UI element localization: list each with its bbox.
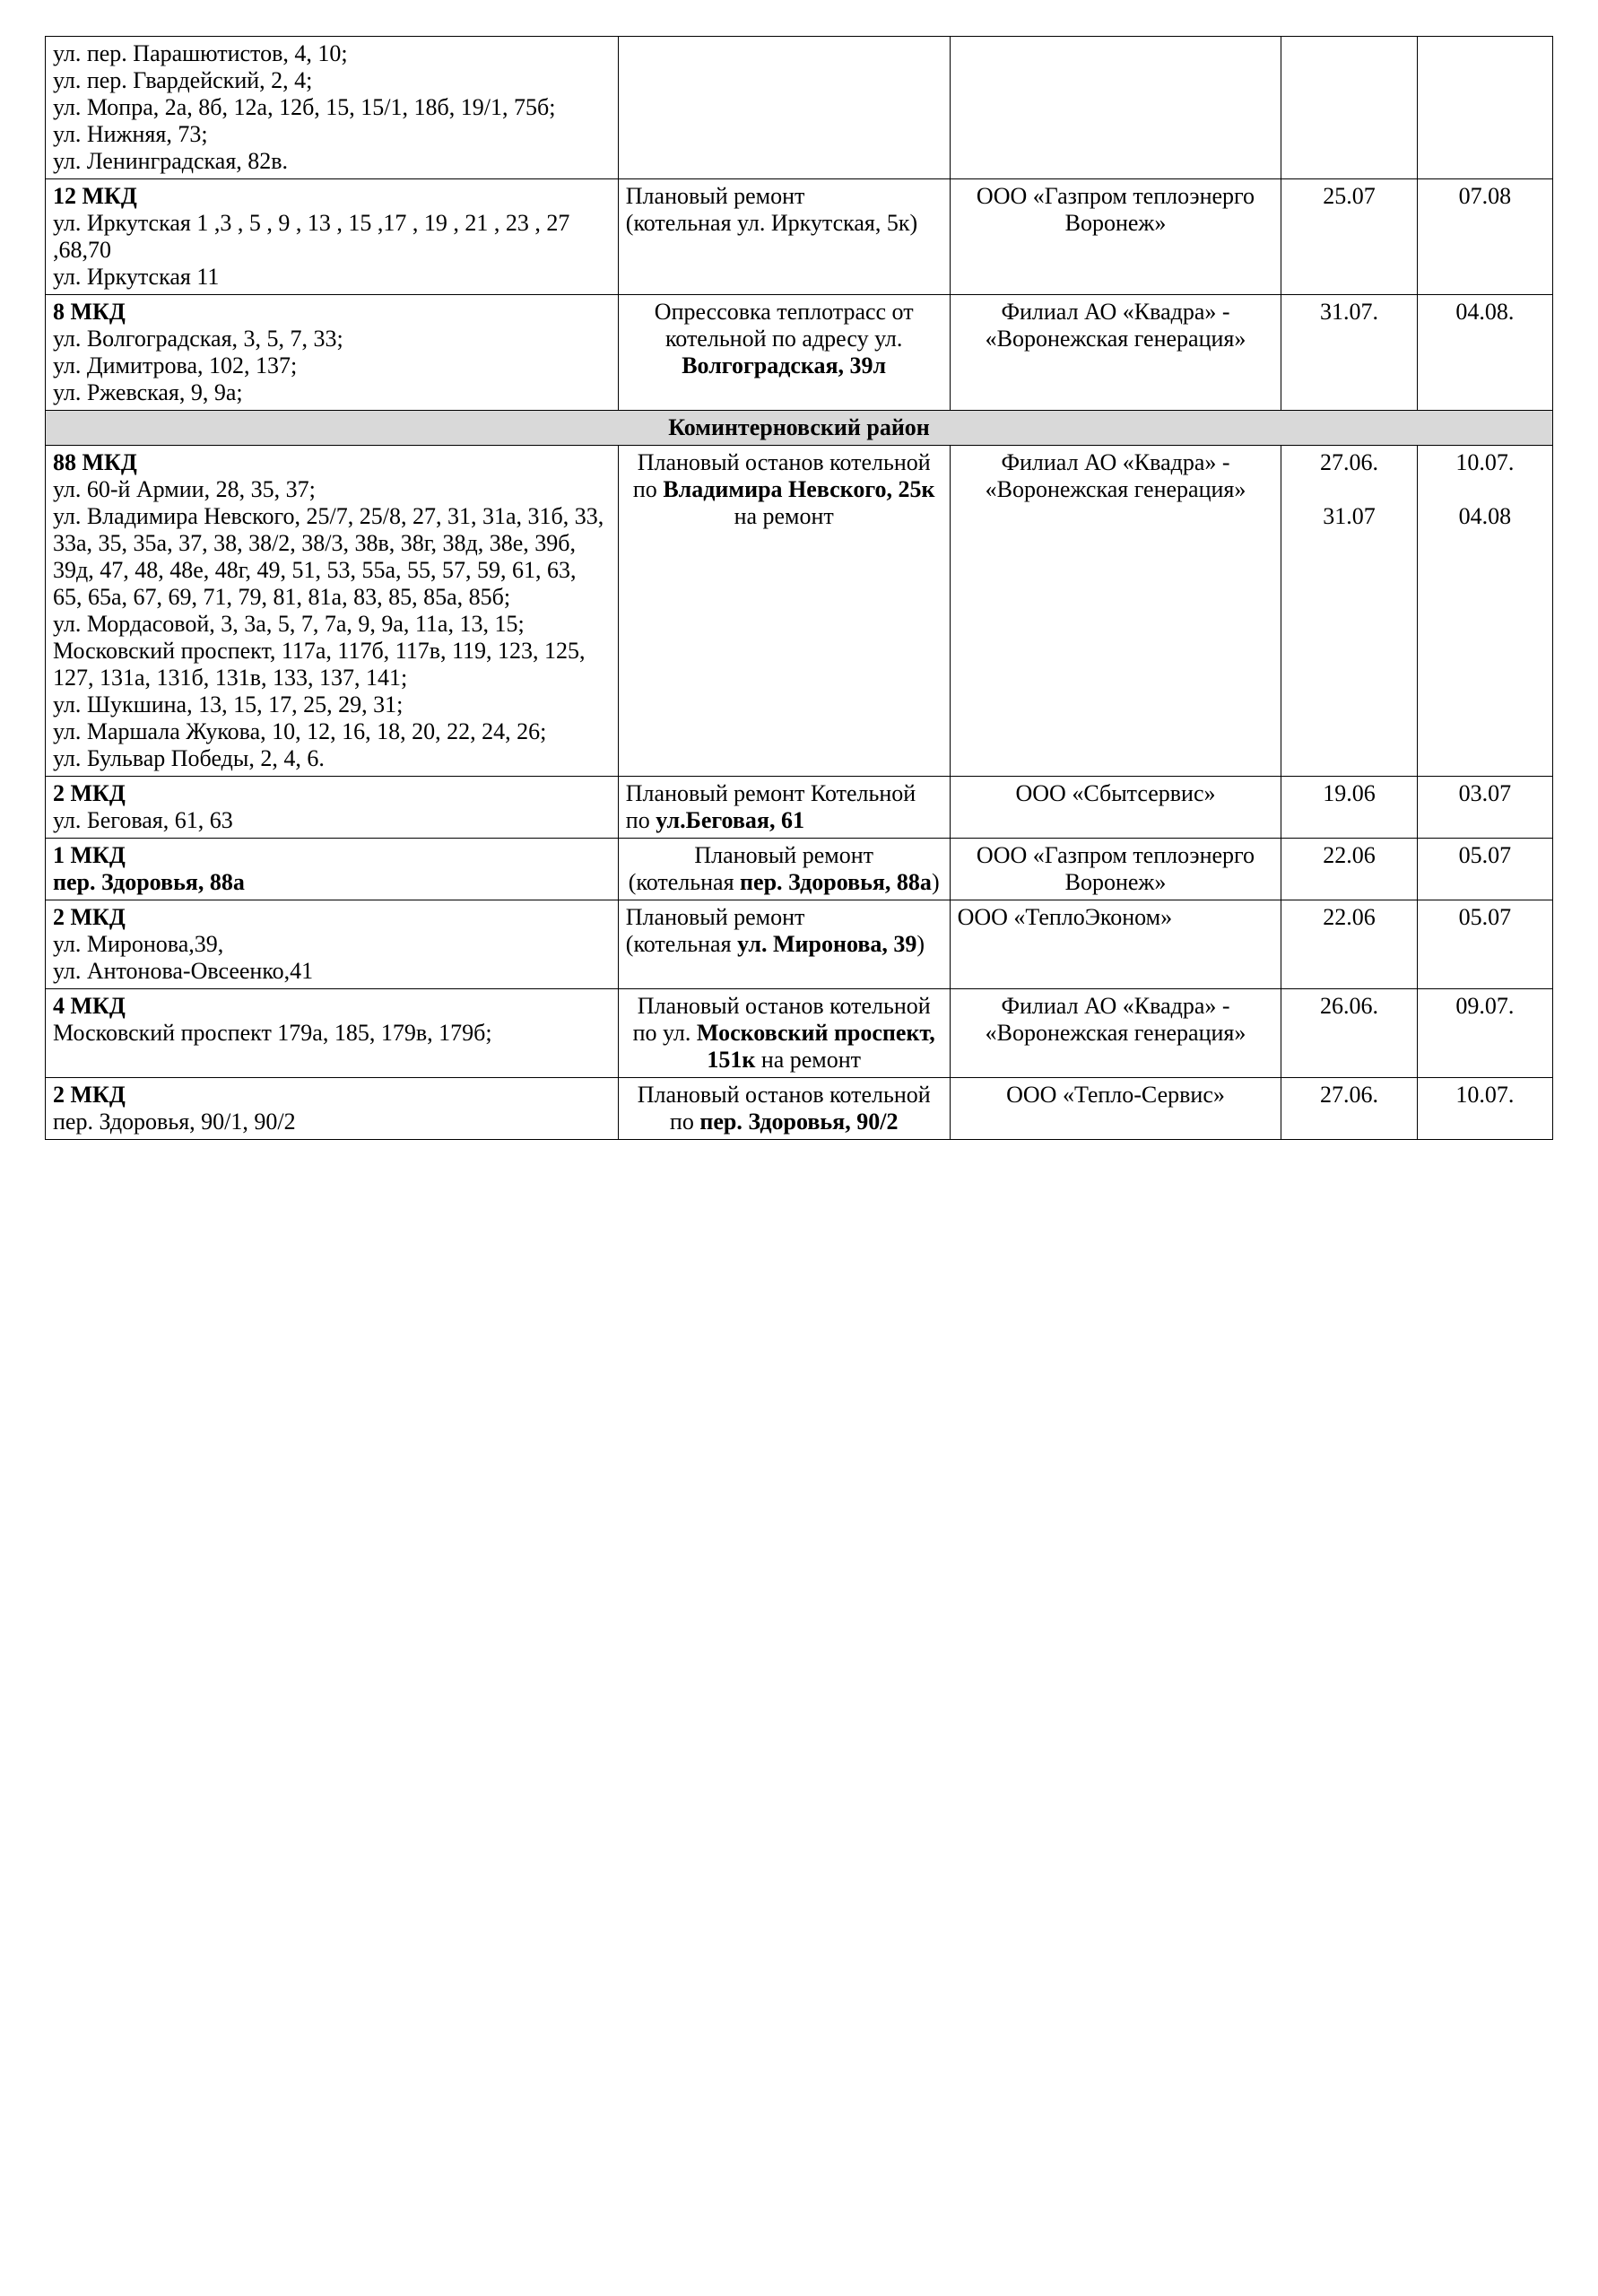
event-cell: Плановый ремонт(котельная пер. Здоровья,… bbox=[618, 839, 950, 900]
event-cell: Плановый ремонт(котельная ул. Миронова, … bbox=[618, 900, 950, 989]
date-start-cell: 22.06 bbox=[1281, 839, 1417, 900]
table-row: ул. пер. Парашютистов, 4, 10;ул. пер. Гв… bbox=[46, 37, 1553, 179]
date-end-cell: 10.07. bbox=[1417, 1078, 1552, 1140]
event-cell: Плановый ремонт Котельной по ул.Беговая,… bbox=[618, 777, 950, 839]
table-row: 2 МКДул. Миронова,39,ул. Антонова-Овсеен… bbox=[46, 900, 1553, 989]
date-end-cell: 09.07. bbox=[1417, 989, 1552, 1078]
date-end-cell: 07.08 bbox=[1417, 179, 1552, 295]
date-end-cell: 10.07.04.08 bbox=[1417, 446, 1552, 777]
responsible-cell bbox=[950, 37, 1281, 179]
table-row: 1 МКДпер. Здоровья, 88аПлановый ремонт(к… bbox=[46, 839, 1553, 900]
date-end-cell: 05.07 bbox=[1417, 900, 1552, 989]
date-start-cell: 22.06 bbox=[1281, 900, 1417, 989]
section-header: Коминтерновский район bbox=[46, 411, 1553, 446]
table-row: 4 МКДМосковский проспект 179а, 185, 179в… bbox=[46, 989, 1553, 1078]
responsible-cell: ООО «Сбытсервис» bbox=[950, 777, 1281, 839]
date-start-cell bbox=[1281, 37, 1417, 179]
date-start-cell: 31.07. bbox=[1281, 295, 1417, 411]
date-end-cell: 03.07 bbox=[1417, 777, 1552, 839]
event-cell: Плановый останов котельной по Владимира … bbox=[618, 446, 950, 777]
event-cell: Опрессовка теплотрасс от котельной по ад… bbox=[618, 295, 950, 411]
event-cell: Плановый останов котельной по ул. Москов… bbox=[618, 989, 950, 1078]
table-row: Коминтерновский район bbox=[46, 411, 1553, 446]
address-cell: 4 МКДМосковский проспект 179а, 185, 179в… bbox=[46, 989, 619, 1078]
date-end-cell bbox=[1417, 37, 1552, 179]
responsible-cell: ООО «ТеплоЭконом» bbox=[950, 900, 1281, 989]
responsible-cell: Филиал АО «Квадра» - «Воронежская генера… bbox=[950, 446, 1281, 777]
event-cell bbox=[618, 37, 950, 179]
responsible-cell: Филиал АО «Квадра» - «Воронежская генера… bbox=[950, 295, 1281, 411]
address-cell: 2 МКДул. Беговая, 61, 63 bbox=[46, 777, 619, 839]
address-cell: 1 МКДпер. Здоровья, 88а bbox=[46, 839, 619, 900]
address-cell: ул. пер. Парашютистов, 4, 10;ул. пер. Гв… bbox=[46, 37, 619, 179]
table-row: 12 МКДул. Иркутская 1 ,3 , 5 , 9 , 13 , … bbox=[46, 179, 1553, 295]
responsible-cell: Филиал АО «Квадра» - «Воронежская генера… bbox=[950, 989, 1281, 1078]
address-cell: 2 МКДпер. Здоровья, 90/1, 90/2 bbox=[46, 1078, 619, 1140]
date-start-cell: 19.06 bbox=[1281, 777, 1417, 839]
responsible-cell: ООО «Газпром теплоэнерго Воронеж» bbox=[950, 839, 1281, 900]
date-end-cell: 04.08. bbox=[1417, 295, 1552, 411]
event-cell: Плановый останов котельной по пер. Здоро… bbox=[618, 1078, 950, 1140]
address-cell: 88 МКДул. 60-й Армии, 28, 35, 37;ул. Вла… bbox=[46, 446, 619, 777]
address-cell: 12 МКДул. Иркутская 1 ,3 , 5 , 9 , 13 , … bbox=[46, 179, 619, 295]
table-row: 8 МКДул. Волгоградская, 3, 5, 7, 33;ул. … bbox=[46, 295, 1553, 411]
date-end-cell: 05.07 bbox=[1417, 839, 1552, 900]
responsible-cell: ООО «Газпром теплоэнерго Воронеж» bbox=[950, 179, 1281, 295]
table-row: 2 МКДпер. Здоровья, 90/1, 90/2Плановый о… bbox=[46, 1078, 1553, 1140]
date-start-cell: 25.07 bbox=[1281, 179, 1417, 295]
address-cell: 2 МКДул. Миронова,39,ул. Антонова-Овсеен… bbox=[46, 900, 619, 989]
date-start-cell: 27.06. bbox=[1281, 1078, 1417, 1140]
date-start-cell: 26.06. bbox=[1281, 989, 1417, 1078]
date-start-cell: 27.06.31.07 bbox=[1281, 446, 1417, 777]
address-cell: 8 МКДул. Волгоградская, 3, 5, 7, 33;ул. … bbox=[46, 295, 619, 411]
table-row: 88 МКДул. 60-й Армии, 28, 35, 37;ул. Вла… bbox=[46, 446, 1553, 777]
table-row: 2 МКДул. Беговая, 61, 63Плановый ремонт … bbox=[46, 777, 1553, 839]
responsible-cell: ООО «Тепло-Сервис» bbox=[950, 1078, 1281, 1140]
schedule-table: ул. пер. Парашютистов, 4, 10;ул. пер. Гв… bbox=[45, 36, 1553, 1140]
event-cell: Плановый ремонт(котельная ул. Иркутская,… bbox=[618, 179, 950, 295]
